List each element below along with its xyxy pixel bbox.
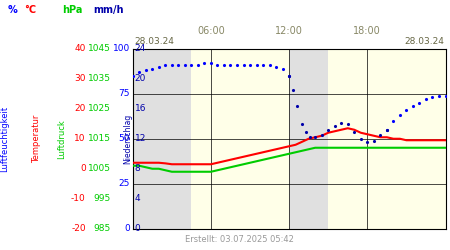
Text: 28.03.24: 28.03.24: [135, 37, 175, 46]
Text: mm/h: mm/h: [94, 5, 124, 15]
Text: Temperatur: Temperatur: [32, 114, 41, 163]
Text: 16: 16: [135, 104, 146, 113]
Text: 06:00: 06:00: [197, 26, 225, 36]
Text: 50: 50: [118, 134, 130, 143]
Text: 18:00: 18:00: [353, 26, 381, 36]
Text: 10: 10: [74, 134, 86, 143]
Text: 8: 8: [135, 164, 140, 173]
Text: hPa: hPa: [62, 5, 82, 15]
Text: 0: 0: [80, 164, 86, 173]
Text: 40: 40: [74, 44, 86, 53]
Text: 75: 75: [118, 89, 130, 98]
Text: 1035: 1035: [88, 74, 111, 83]
Text: 4: 4: [135, 194, 140, 203]
Text: 1015: 1015: [88, 134, 111, 143]
Text: 24: 24: [135, 44, 146, 53]
Text: 1045: 1045: [88, 44, 111, 53]
Text: 30: 30: [74, 74, 86, 83]
Text: Luftfeuchtigkeit: Luftfeuchtigkeit: [0, 106, 9, 172]
Bar: [328, 49, 446, 229]
Text: 20: 20: [135, 74, 146, 83]
Text: 20: 20: [74, 104, 86, 113]
Text: 12: 12: [135, 134, 146, 143]
Text: -20: -20: [71, 224, 86, 233]
Text: 0: 0: [124, 224, 130, 233]
Text: Niederschlag: Niederschlag: [123, 114, 132, 164]
Text: °C: °C: [24, 5, 36, 15]
Text: 100: 100: [112, 44, 130, 53]
Text: 995: 995: [94, 194, 111, 203]
Text: 1025: 1025: [88, 104, 111, 113]
Text: Luftdruck: Luftdruck: [58, 119, 67, 159]
Text: 12:00: 12:00: [275, 26, 303, 36]
Text: -10: -10: [71, 194, 86, 203]
Text: Erstellt: 03.07.2025 05:42: Erstellt: 03.07.2025 05:42: [185, 235, 294, 244]
Text: 28.03.24: 28.03.24: [405, 37, 445, 46]
Text: 25: 25: [118, 179, 130, 188]
Text: 985: 985: [94, 224, 111, 233]
Bar: [191, 49, 289, 229]
Text: 1005: 1005: [88, 164, 111, 173]
Text: 0: 0: [135, 224, 140, 233]
Text: %: %: [7, 5, 17, 15]
